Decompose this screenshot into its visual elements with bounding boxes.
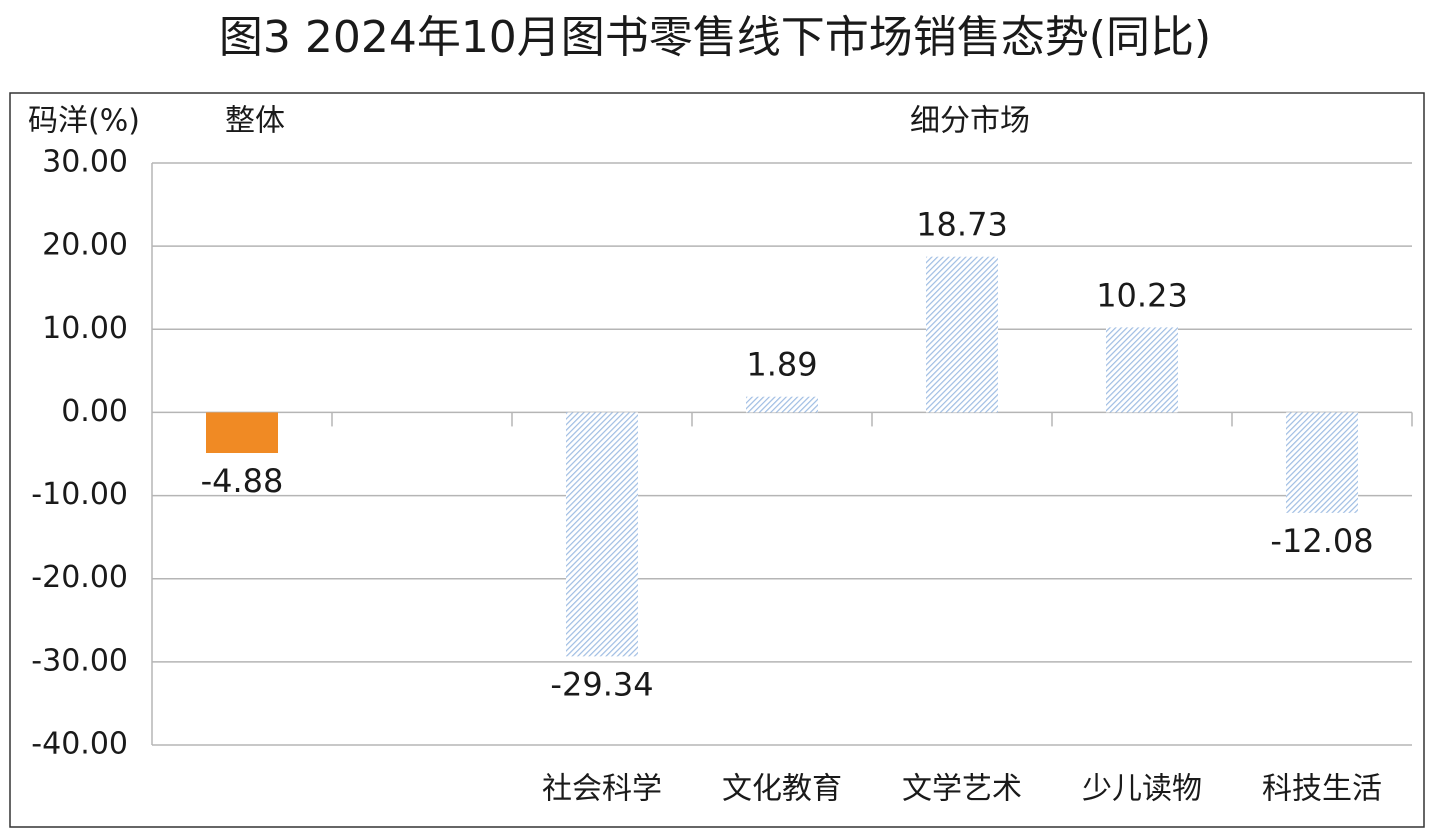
y-tick-label: 30.00 bbox=[42, 145, 128, 180]
y-tick-label: -40.00 bbox=[31, 727, 128, 762]
y-tick-label: -10.00 bbox=[31, 477, 128, 512]
x-tick-label: 文化教育 bbox=[722, 772, 842, 807]
group-label: 细分市场 bbox=[910, 104, 1030, 139]
value-label: 10.23 bbox=[1096, 276, 1188, 314]
y-tick-label: -20.00 bbox=[31, 560, 128, 595]
value-label: 18.73 bbox=[916, 206, 1008, 244]
frame bbox=[9, 92, 1425, 828]
x-tick-label: 文学艺术 bbox=[902, 772, 1022, 807]
bar bbox=[1286, 412, 1358, 513]
group-label: 整体 bbox=[225, 104, 285, 139]
value-label: -4.88 bbox=[201, 462, 284, 500]
x-tick-label: 少儿读物 bbox=[1082, 772, 1202, 807]
bar bbox=[746, 396, 818, 413]
chart-title: 图3 2024年10月图书零售线下市场销售态势(同比) bbox=[219, 12, 1211, 63]
y-axis-label: 码洋(%) bbox=[28, 104, 140, 139]
bar bbox=[926, 256, 998, 413]
y-tick-label: -30.00 bbox=[31, 643, 128, 678]
y-tick-label: 10.00 bbox=[42, 311, 128, 346]
y-tick-label: 20.00 bbox=[42, 228, 128, 263]
x-tick-label: 科技生活 bbox=[1262, 772, 1382, 807]
bar bbox=[566, 412, 638, 657]
value-label: 1.89 bbox=[746, 346, 817, 384]
value-label: -12.08 bbox=[1270, 522, 1373, 560]
bar bbox=[1106, 327, 1178, 413]
y-tick-label: 0.00 bbox=[61, 394, 128, 429]
x-tick-label: 社会科学 bbox=[542, 772, 662, 807]
value-label: -29.34 bbox=[550, 665, 653, 703]
bar bbox=[206, 412, 278, 454]
